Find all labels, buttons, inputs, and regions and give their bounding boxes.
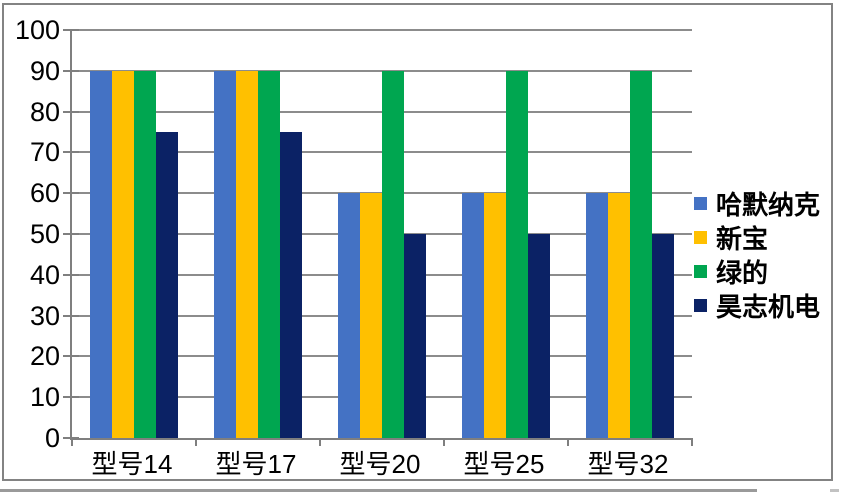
legend-item-哈默纳克: 哈默纳克 [694,186,820,220]
y-axis-label-60: 60 [29,178,60,209]
x-tick-2 [319,438,321,446]
bar-绿的-型号25 [506,70,528,438]
x-tick-1 [195,438,197,446]
legend: 哈默纳克 新宝 绿的 昊志机电 [694,186,820,322]
bar-绿的-型号14 [134,70,156,438]
legend-swatch-icon [694,196,707,210]
legend-swatch-icon [694,230,707,244]
y-tick-70 [63,151,79,154]
legend-label: 哈默纳克 [716,189,821,220]
y-axis-label-20: 20 [29,341,60,372]
bar-group-型号25 [444,30,568,438]
bottom-divider-line [0,489,757,492]
y-axis-label-40: 40 [29,259,60,290]
bar-昊志机电-型号17 [280,132,302,438]
gridline-90 [72,69,692,72]
y-axis-label-10: 10 [29,382,60,413]
y-axis-label-50: 50 [29,219,60,249]
bar-group-型号32 [568,30,692,438]
y-tick-10 [63,396,79,399]
bar-group-型号20 [320,30,444,438]
x-axis-label-型号20: 型号20 [339,449,421,479]
y-tick-80 [63,110,79,113]
x-axis-labels: 型号14 型号17 型号20 型号25 型号32 [70,448,690,480]
bar-昊志机电-型号25 [528,234,550,438]
bar-昊志机电-型号14 [156,132,178,438]
bar-groups [72,30,692,438]
x-tick-4 [567,438,569,446]
x-axis-label-型号25: 型号25 [463,449,545,479]
legend-item-昊志机电: 昊志机电 [694,288,820,322]
y-axis-label-30: 30 [29,300,60,331]
legend-item-绿的: 绿的 [694,254,820,288]
bar-group-型号17 [196,30,320,438]
legend-label: 绿的 [716,257,769,288]
x-tick-5 [691,438,693,446]
x-tick-0 [71,438,73,446]
y-axis-labels: 0 10 20 30 40 50 60 70 80 90 100 [4,15,60,453]
y-axis-label-0: 0 [44,423,60,453]
y-tick-20 [63,355,79,358]
legend-swatch-icon [694,264,707,278]
legend-label: 新宝 [716,223,769,254]
y-tick-50 [63,233,79,235]
y-tick-30 [63,314,79,317]
y-axis-label-90: 90 [29,55,60,86]
x-axis-label-型号14: 型号14 [91,449,173,479]
gridline-100 [72,29,692,31]
bar-新宝-型号20 [360,193,382,438]
bar-哈默纳克-型号20 [338,193,360,438]
x-tick-3 [443,438,445,446]
bottom-divider-stub [830,489,839,492]
y-axis-label-80: 80 [29,96,60,127]
legend-swatch-icon [694,298,707,312]
y-axis-label-100: 100 [14,15,60,45]
chart-frame: 0 10 20 30 40 50 60 70 80 90 100 型号14 型号17 型号20 型号25 型… [2,3,833,481]
y-axis-label-70: 70 [29,137,60,168]
y-tick-60 [63,192,79,195]
bar-绿的-型号17 [258,70,280,438]
bar-新宝-型号25 [484,193,506,438]
bar-哈默纳克-型号17 [214,70,236,438]
legend-item-新宝: 新宝 [694,220,820,254]
y-tick-100 [63,29,79,31]
bar-新宝-型号17 [236,70,258,438]
bar-group-型号14 [72,30,196,438]
y-tick-90 [63,69,79,72]
bar-新宝-型号32 [608,193,630,438]
bar-昊志机电-型号32 [652,234,674,438]
bar-哈默纳克-型号32 [586,193,608,438]
bar-哈默纳克-型号25 [462,193,484,438]
bar-哈默纳克-型号14 [90,70,112,438]
x-axis-label-型号17: 型号17 [215,449,297,479]
x-axis-label-型号32: 型号32 [587,449,669,479]
y-tick-40 [63,273,79,276]
bar-新宝-型号14 [112,70,134,438]
bar-昊志机电-型号20 [404,234,426,438]
plot-area [63,29,693,446]
bar-绿的-型号20 [382,70,404,438]
bar-绿的-型号32 [630,70,652,438]
legend-label: 昊志机电 [716,291,821,322]
